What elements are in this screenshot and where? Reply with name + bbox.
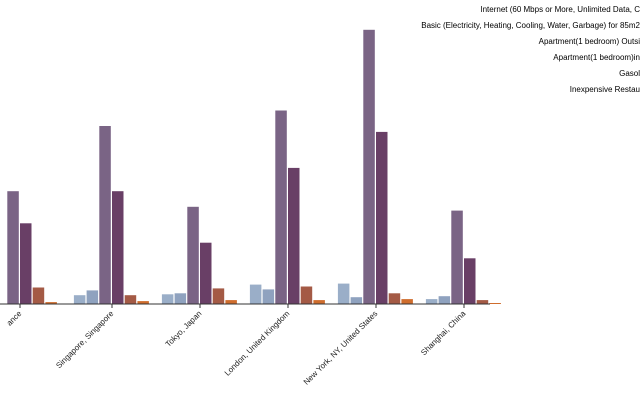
- bar-s2-c3: [275, 110, 287, 304]
- bar-s4-c5: [476, 300, 489, 304]
- bar-s1-c4: [350, 297, 363, 304]
- x-ticks: ance Singapore, Singapore Tokyo, Japan Lond…: [5, 304, 468, 387]
- bar-s1-c2: [174, 293, 187, 304]
- bar-s1-c3: [262, 289, 275, 304]
- legend-label: Basic (Electricity, Heating, Cooling, Wa…: [421, 21, 640, 30]
- x-tick-label: Shanghai, China: [419, 309, 468, 358]
- legend-label: Apartment(1 bedroom)in: [553, 53, 640, 62]
- bars: [7, 29, 501, 305]
- bar-s1-c5: [438, 296, 451, 304]
- bar-s5-c4: [401, 299, 413, 304]
- legend-label: Gasol: [619, 69, 640, 78]
- legend-label: Internet (60 Mbps or More, Unlimited Dat…: [480, 5, 640, 14]
- bar-s5-c1: [137, 301, 149, 304]
- bar-s3-c2: [200, 242, 212, 304]
- x-tick-label: Tokyo, Japan: [164, 309, 204, 349]
- bar-s2-c5: [451, 210, 463, 304]
- bar-s0-c4: [337, 283, 350, 304]
- bar-s2-c4: [363, 29, 375, 305]
- bar-s0-c5: [425, 299, 438, 304]
- bar-s3-c4: [376, 131, 388, 304]
- bar-s2-c0: [7, 191, 19, 304]
- bar-s3-c1: [112, 191, 124, 304]
- bar-s4-c4: [388, 293, 401, 304]
- bar-s0-c3: [249, 284, 262, 304]
- bar-s3-c3: [288, 167, 300, 304]
- bar-s4-c1: [124, 295, 137, 304]
- x-tick-label: London, United Kingdom: [223, 309, 292, 378]
- bar-s2-c1: [99, 126, 111, 304]
- bar-s5-c3: [313, 300, 325, 304]
- legend-label: Apartment(1 bedroom) Outsi: [539, 37, 640, 46]
- bar-s5-c5: [489, 303, 501, 304]
- bar-s0-c1: [73, 295, 86, 304]
- bar-s1-c1: [86, 290, 99, 304]
- bar-s4-c0: [32, 287, 45, 304]
- bar-s3-c0: [20, 223, 32, 304]
- bar-s3-c5: [464, 258, 476, 304]
- x-tick-label: New York, NY, United States: [302, 309, 380, 387]
- legend-label: Inexpensive Restau: [570, 85, 640, 94]
- bar-s0-c2: [161, 294, 174, 304]
- legend: Internet (60 Mbps or More, Unlimited Dat…: [421, 5, 640, 94]
- x-tick-label: Singapore, Singapore: [54, 309, 115, 370]
- bar-s4-c2: [212, 288, 225, 304]
- bar-s5-c0: [45, 302, 57, 304]
- x-tick-label: ance: [5, 309, 24, 328]
- bar-s2-c2: [187, 206, 199, 304]
- bar-s5-c2: [225, 300, 237, 304]
- bar-s4-c3: [300, 286, 313, 304]
